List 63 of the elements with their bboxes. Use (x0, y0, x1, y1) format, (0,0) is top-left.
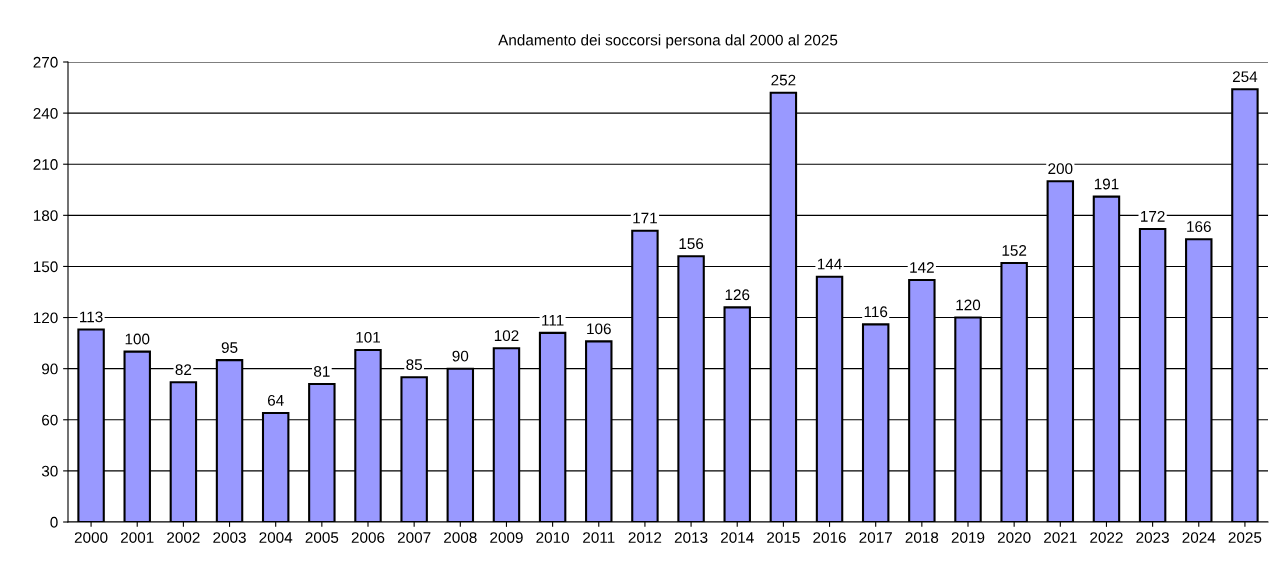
x-tick-label: 2013 (674, 532, 708, 543)
x-tick-label: 2012 (628, 532, 662, 543)
data-label: 101 (356, 331, 380, 343)
y-tick-label: 90 (42, 363, 58, 375)
data-label: 152 (1002, 245, 1027, 256)
x-tick-label: 2018 (905, 532, 939, 543)
x-tick-label: 2005 (305, 532, 339, 543)
data-label: 126 (725, 289, 750, 301)
y-tick-label: 210 (33, 159, 58, 170)
data-label: 172 (1141, 210, 1165, 222)
y-tick-label: 240 (33, 107, 58, 119)
x-tick-label: 2010 (536, 532, 570, 543)
data-label: 111 (542, 315, 564, 326)
x-tick-label: 2011 (583, 532, 615, 543)
x-tick-label: 2016 (813, 532, 846, 543)
x-tick-label: 2001 (121, 532, 154, 543)
data-label: 90 (452, 350, 469, 362)
x-tick-label: 2014 (721, 532, 754, 543)
x-tick-label: 2004 (259, 532, 293, 543)
data-label: 166 (1187, 221, 1211, 232)
y-tick-label: 30 (41, 465, 58, 477)
data-label: 82 (175, 364, 192, 376)
data-label: 106 (587, 323, 611, 335)
x-tick-label: 2015 (767, 532, 800, 543)
data-label: 252 (771, 74, 796, 86)
x-tick-label: 2020 (997, 532, 1031, 543)
x-tick-label: 2003 (213, 532, 246, 543)
x-tick-label: 2006 (351, 532, 385, 543)
data-label: 95 (221, 342, 238, 353)
y-tick-label: 0 (50, 516, 58, 528)
data-label: 144 (817, 258, 842, 270)
data-label: 142 (910, 262, 934, 273)
data-label: 113 (80, 311, 103, 323)
x-tick-label: 2023 (1136, 532, 1169, 543)
data-label: 64 (267, 394, 284, 406)
x-tick-label: 2019 (951, 532, 985, 543)
data-label: 102 (494, 330, 519, 342)
data-label: 191 (1094, 178, 1119, 190)
x-tick-label: 2009 (490, 532, 523, 543)
data-label: 200 (1048, 163, 1073, 175)
data-label: 254 (1232, 71, 1258, 83)
x-tick-label: 2002 (167, 532, 200, 543)
x-tick-label: 2021 (1044, 532, 1077, 543)
x-tick-label: 2022 (1090, 532, 1123, 543)
chart-title: Andamento dei soccorsi persona dal 2000 al 2025 (498, 34, 838, 49)
x-tick-label: 2008 (444, 532, 477, 543)
x-tick-label: 2007 (397, 532, 431, 543)
data-label: 85 (406, 359, 423, 370)
x-tick-label: 2017 (859, 532, 892, 543)
data-label: 171 (633, 212, 657, 224)
y-tick-label: 60 (42, 414, 58, 426)
y-tick-label: 270 (33, 56, 58, 68)
data-label: 156 (679, 238, 704, 250)
data-label: 81 (314, 366, 330, 377)
data-label: 100 (125, 333, 150, 345)
x-tick-label: 2025 (1228, 532, 1262, 543)
y-tick-label: 180 (33, 210, 58, 222)
x-tick-label: 2000 (74, 532, 108, 543)
y-tick-label: 120 (33, 312, 58, 324)
y-tick-label: 150 (33, 261, 58, 273)
data-label: 116 (864, 306, 888, 318)
data-label: 120 (956, 299, 981, 311)
x-tick-label: 2024 (1182, 532, 1216, 543)
